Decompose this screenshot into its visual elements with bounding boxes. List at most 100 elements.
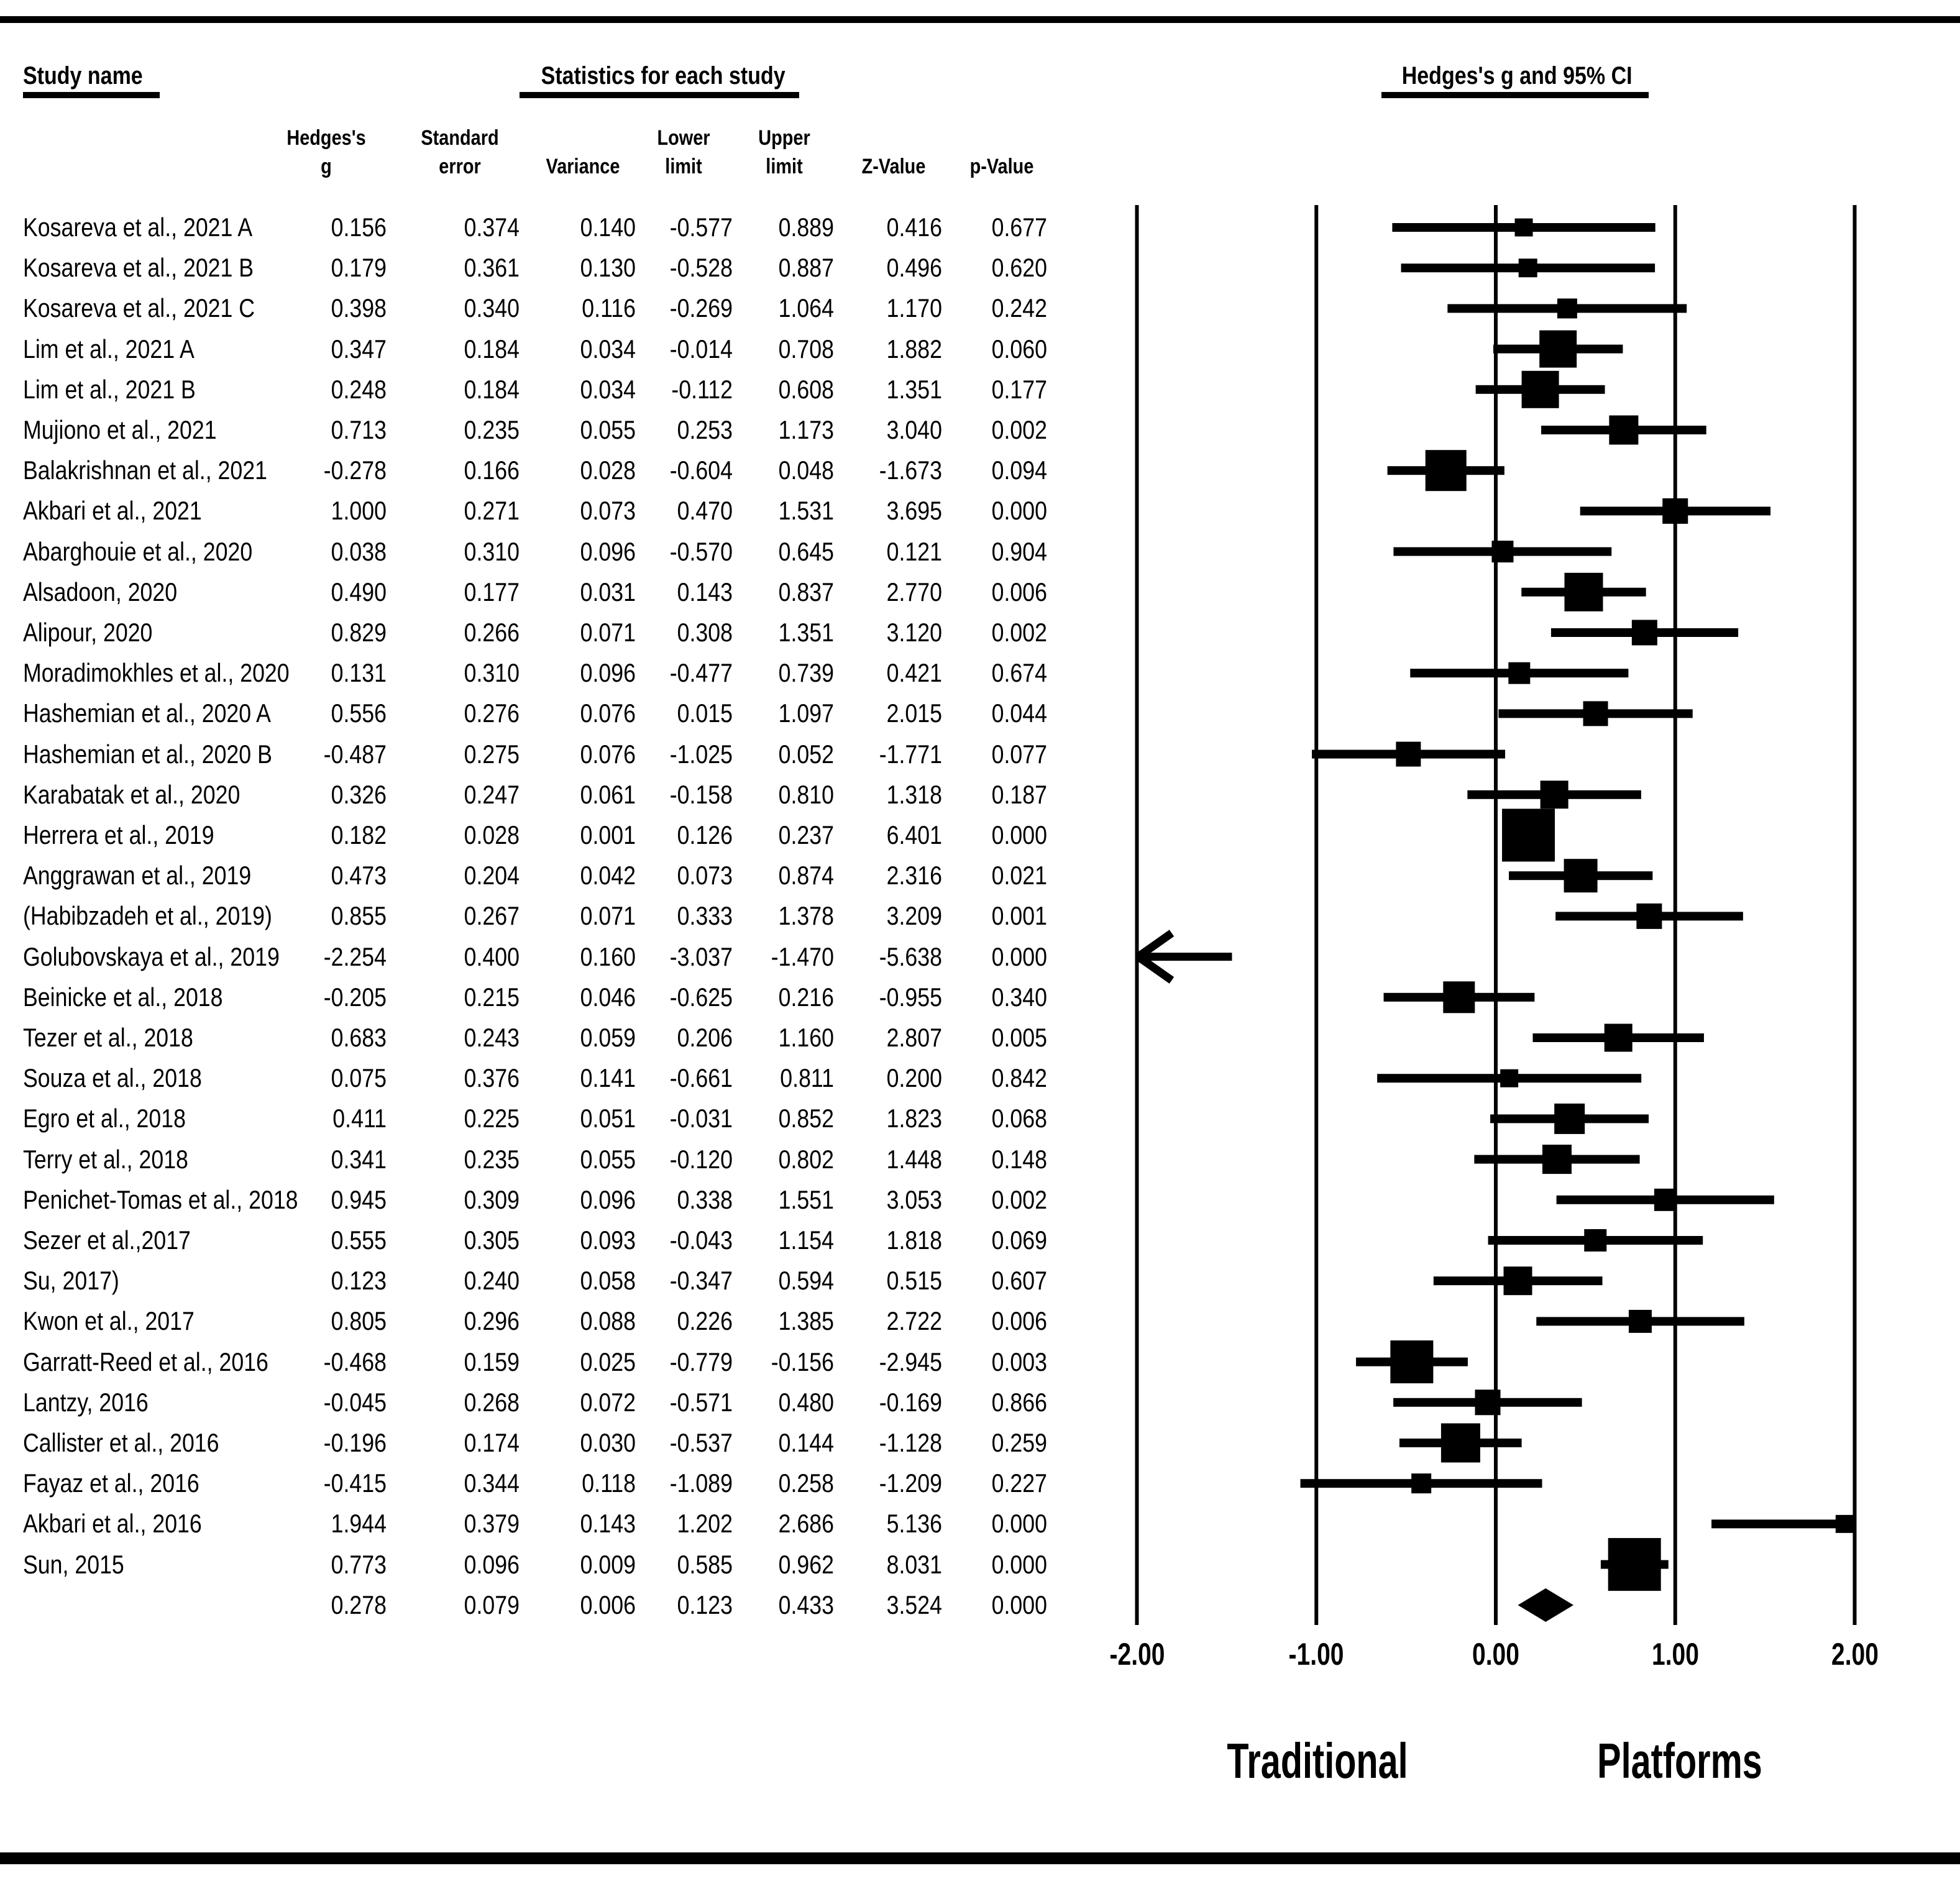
effect-square — [1425, 450, 1467, 492]
effect-square — [1518, 259, 1537, 278]
column-header-error: error — [439, 155, 481, 178]
gridline-0 — [1494, 205, 1498, 1625]
stat-z-value: 2.722 — [886, 1306, 942, 1336]
stat-lower-value: -0.604 — [669, 455, 733, 485]
study-name-column-header: Study name — [23, 62, 164, 90]
study-name: Anggrawan et al., 2019 — [23, 861, 252, 890]
stat-g-value: -0.278 — [323, 455, 387, 485]
stat-upper-value: 0.837 — [778, 577, 834, 606]
study-name: Hashemian et al., 2020 B — [23, 739, 272, 769]
stat-se-value: 0.310 — [464, 536, 520, 566]
stat-upper-value: 0.962 — [778, 1549, 834, 1579]
stat-variance-value: 0.130 — [580, 253, 636, 283]
stat-lower-value: -3.037 — [669, 941, 733, 971]
stat-lower-value: -0.528 — [669, 253, 733, 283]
stat-p-value: 0.607 — [991, 1266, 1047, 1296]
stat-z-value: 0.515 — [886, 1266, 942, 1296]
column-header-z-value: Z-Value — [861, 155, 926, 178]
stat-z-value: -2.945 — [879, 1347, 942, 1376]
stat-variance-value: 0.096 — [580, 658, 636, 688]
stat-p-value: 0.148 — [991, 1144, 1047, 1174]
stat-p-value: 0.904 — [991, 536, 1047, 566]
stat-g-value: 0.490 — [331, 577, 387, 606]
stat-p-value: 0.002 — [991, 1184, 1047, 1214]
stat-g-value: -0.045 — [323, 1387, 387, 1417]
effect-square — [1631, 620, 1657, 646]
study-name: Tezer et al., 2018 — [23, 1023, 193, 1052]
study-name: Callister et al., 2016 — [23, 1428, 219, 1457]
column-header-limit: Upper — [758, 126, 810, 150]
stat-z-value: 0.200 — [886, 1063, 942, 1093]
stat-se-value: 0.235 — [464, 1144, 520, 1174]
stat-z-value: 3.695 — [886, 496, 942, 526]
stat-upper-value: 0.887 — [778, 253, 834, 283]
stat-z-value: -5.638 — [879, 941, 942, 971]
stat-variance-value: 0.116 — [582, 293, 636, 323]
effect-square — [1609, 415, 1639, 445]
effect-square — [1502, 808, 1555, 862]
stat-variance-value: 0.046 — [580, 982, 636, 1012]
plot-section-header: Hedges's g and 95% CI — [1381, 62, 1649, 90]
stat-upper-value: 0.739 — [778, 658, 834, 688]
effect-square — [1411, 1473, 1432, 1494]
stat-upper-value: -0.156 — [771, 1347, 834, 1376]
stat-upper-value: 1.097 — [778, 698, 834, 728]
stat-se-value: 0.268 — [464, 1387, 520, 1417]
stat-g-value: 0.713 — [331, 415, 387, 444]
stat-z-value: 3.209 — [886, 901, 942, 931]
stat-variance-value: 0.076 — [580, 698, 636, 728]
effect-square — [1564, 859, 1598, 893]
stat-g-value: 0.473 — [331, 861, 387, 890]
study-name: Kwon et al., 2017 — [23, 1306, 195, 1336]
stat-lower-value: 1.202 — [677, 1509, 733, 1539]
stat-g-value: -0.196 — [323, 1428, 387, 1457]
effect-square — [1440, 1423, 1480, 1463]
stat-p-value: 0.000 — [991, 496, 1047, 526]
stat-g-value: -0.468 — [323, 1347, 387, 1376]
stat-p-value: 0.005 — [991, 1023, 1047, 1052]
stat-se-value: 0.028 — [464, 820, 520, 849]
stat-z-value: 0.496 — [886, 253, 942, 283]
effect-square — [1583, 701, 1608, 726]
stat-variance-value: 0.042 — [580, 861, 636, 890]
stat-g-value: 0.179 — [331, 253, 387, 283]
stat-variance-value: 0.088 — [580, 1306, 636, 1336]
top-border-bar — [0, 16, 1960, 23]
stat-g-value: 0.945 — [331, 1184, 387, 1214]
stat-p-value: 0.187 — [991, 779, 1047, 809]
stat-lower-value: -0.269 — [669, 293, 733, 323]
stat-variance-value: 0.001 — [580, 820, 636, 849]
stat-p-value: 0.242 — [991, 293, 1047, 323]
effect-square — [1475, 1389, 1501, 1416]
stat-g-value: 0.683 — [331, 1023, 387, 1052]
stat-se-value: 0.344 — [464, 1468, 520, 1498]
stat-upper-value: 1.154 — [778, 1225, 834, 1255]
stat-z-value: 0.121 — [886, 536, 942, 566]
stat-p-value: 0.677 — [991, 213, 1047, 242]
plot-underline — [1381, 92, 1649, 98]
study-name-header-label: Study name — [23, 62, 143, 89]
stat-p-value: 0.006 — [991, 577, 1047, 606]
stat-p-value: 0.044 — [991, 698, 1047, 728]
study-name: Akbari et al., 2016 — [23, 1509, 202, 1539]
stat-lower-value: 0.333 — [677, 901, 733, 931]
stat-lower-value: 0.206 — [677, 1023, 733, 1052]
stat-p-value: 0.003 — [991, 1347, 1047, 1376]
stat-upper-value: 0.048 — [778, 455, 834, 485]
stat-lower-value: 0.226 — [677, 1306, 733, 1336]
stat-variance-value: 0.028 — [580, 455, 636, 485]
x-axis-tick-label: 2.00 — [1831, 1637, 1879, 1672]
stat-se-value: 0.276 — [464, 698, 520, 728]
stat-se-value: 0.184 — [464, 374, 520, 404]
stat-variance-value: 0.031 — [580, 577, 636, 606]
stat-se-value: 0.235 — [464, 415, 520, 444]
stat-variance-value: 0.025 — [580, 1347, 636, 1376]
stat-z-value: 3.120 — [886, 618, 942, 647]
stat-lower-value: 0.253 — [677, 415, 733, 444]
stat-g-value: 0.556 — [331, 698, 387, 728]
study-name-underline — [23, 92, 160, 98]
stat-upper-value: 1.064 — [778, 293, 834, 323]
effect-square — [1508, 662, 1531, 684]
gridline--2 — [1135, 205, 1139, 1625]
study-name: Moradimokhles et al., 2020 — [23, 658, 290, 688]
